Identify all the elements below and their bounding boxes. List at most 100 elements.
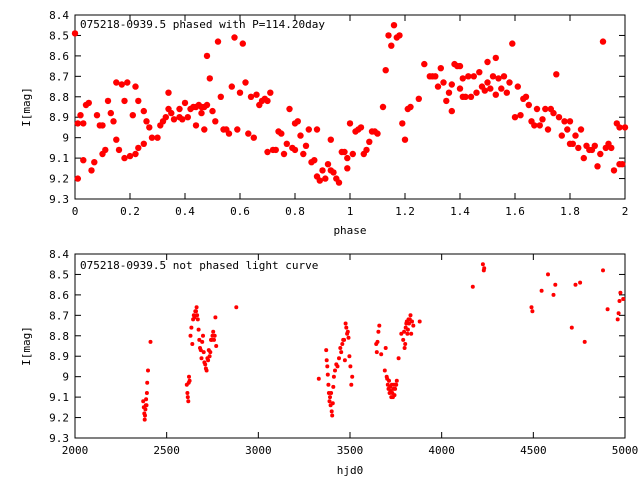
data-point — [264, 148, 271, 156]
data-point — [343, 321, 348, 326]
data-point — [405, 331, 410, 336]
data-point — [619, 161, 626, 168]
data-point — [503, 89, 510, 96]
data-point — [440, 79, 447, 86]
data-point — [408, 313, 413, 318]
data-point — [410, 319, 414, 324]
data-point — [421, 60, 428, 68]
data-point — [394, 378, 399, 383]
data-points — [71, 22, 629, 186]
data-point — [396, 356, 401, 361]
data-point — [291, 146, 299, 154]
data-point — [539, 116, 546, 123]
data-point — [610, 167, 618, 174]
data-point — [201, 350, 206, 355]
x-tick-label: 5000 — [612, 444, 639, 457]
data-point — [566, 118, 574, 125]
data-point — [124, 79, 131, 86]
data-point — [330, 401, 335, 406]
data-point — [342, 337, 347, 342]
data-point — [204, 368, 209, 373]
data-point — [326, 382, 331, 387]
data-point — [213, 315, 218, 320]
data-point — [580, 154, 587, 162]
data-point — [300, 150, 307, 158]
y-tick-label: 8.8 — [49, 330, 69, 343]
data-point — [558, 132, 565, 139]
data-point — [203, 101, 211, 109]
data-point — [228, 83, 235, 90]
x-tick-label: 1.6 — [505, 205, 525, 218]
data-point — [388, 42, 395, 49]
data-point — [392, 393, 397, 398]
data-point — [376, 329, 381, 334]
data-point — [135, 144, 142, 152]
data-point — [331, 384, 336, 389]
x-tick-label: 2500 — [153, 444, 180, 457]
data-point — [473, 89, 480, 96]
x-tick-label: 1 — [347, 205, 354, 218]
data-point — [456, 85, 464, 92]
data-point — [456, 62, 464, 70]
y-tick-label: 8.7 — [49, 309, 69, 322]
data-point — [382, 368, 387, 373]
data-point — [407, 321, 411, 326]
data-point — [379, 103, 387, 111]
data-point — [272, 146, 279, 154]
data-point — [402, 346, 407, 350]
data-point — [344, 154, 351, 162]
y-tick-label: 8.4 — [49, 248, 69, 261]
data-point — [325, 372, 330, 377]
data-point — [572, 132, 579, 139]
data-point — [529, 305, 534, 310]
data-point — [405, 327, 410, 332]
data-point — [297, 132, 304, 139]
data-point — [403, 342, 408, 346]
x-tick-label: 3500 — [337, 444, 364, 457]
y-tick-label: 9 — [62, 132, 69, 145]
data-point — [411, 323, 416, 328]
x-tick-label: 1.8 — [560, 205, 580, 218]
data-point — [162, 114, 169, 121]
data-point — [236, 89, 244, 96]
data-points — [141, 262, 626, 422]
data-point — [148, 339, 153, 344]
data-point — [340, 342, 345, 346]
data-point — [195, 313, 200, 318]
y-tick-label: 9 — [62, 371, 69, 384]
x-tick-label: 2000 — [62, 444, 89, 457]
y-tick-label: 9.2 — [49, 412, 69, 425]
data-point — [573, 282, 578, 287]
data-point — [394, 382, 399, 387]
data-point — [349, 382, 354, 387]
data-point — [459, 75, 466, 82]
data-point — [546, 272, 550, 277]
data-point — [305, 126, 312, 133]
data-point — [181, 99, 189, 107]
data-point — [154, 134, 161, 141]
data-point — [110, 118, 117, 125]
data-point — [212, 333, 217, 338]
x-tick-label: 0.8 — [285, 205, 305, 218]
data-point — [553, 282, 558, 287]
data-point — [217, 93, 224, 101]
y-tick-label: 8.9 — [49, 111, 69, 124]
data-point — [357, 124, 365, 131]
data-point — [129, 112, 136, 119]
data-point — [113, 79, 120, 86]
data-point — [329, 391, 334, 395]
data-point — [118, 81, 126, 88]
data-point — [192, 122, 200, 129]
data-point — [402, 329, 407, 334]
data-point — [77, 112, 84, 119]
chart-title: 075218-0939.5 phased with P=114.20day — [80, 18, 325, 31]
data-point — [242, 79, 249, 86]
data-point — [104, 97, 112, 105]
data-point — [324, 161, 332, 168]
data-point — [417, 319, 422, 324]
data-point — [239, 40, 246, 47]
data-point — [74, 175, 82, 182]
data-point — [113, 136, 120, 143]
data-point — [599, 38, 607, 45]
